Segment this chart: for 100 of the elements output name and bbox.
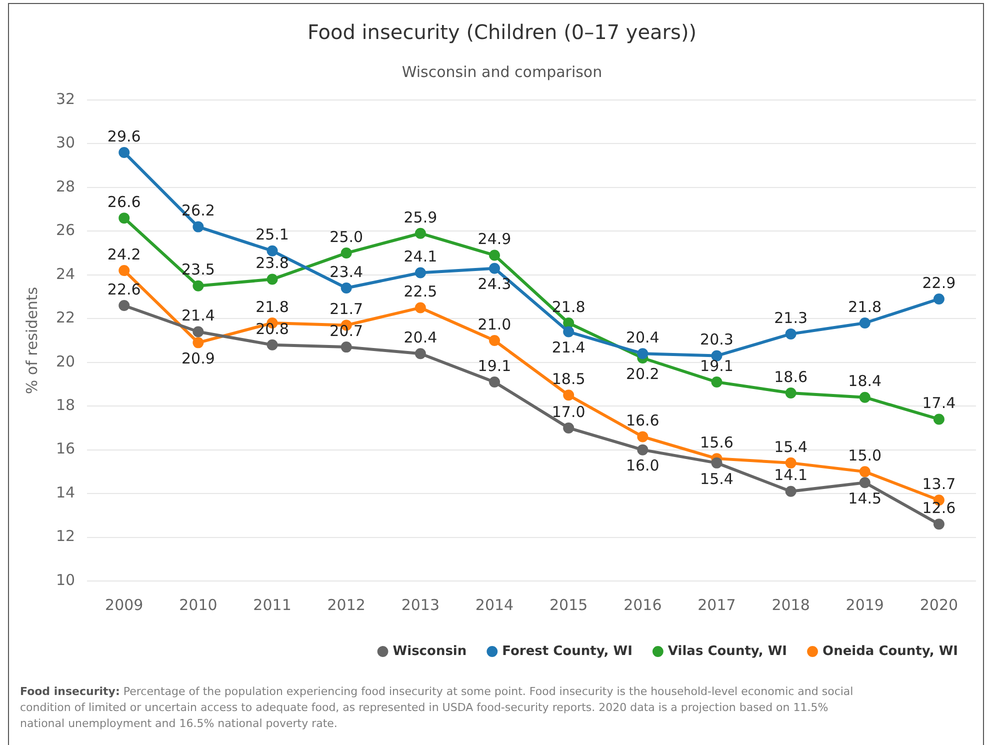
- point: [340, 248, 352, 259]
- data-label: 25.0: [330, 228, 364, 246]
- x-tick-label: 2010: [179, 596, 218, 614]
- y-tick-label: 20: [56, 352, 76, 370]
- data-label: 20.7: [330, 322, 364, 340]
- data-label: 21.3: [774, 308, 808, 327]
- point: [489, 262, 500, 274]
- y-tick-label: 26: [56, 221, 76, 240]
- data-label: 16.0: [626, 456, 660, 475]
- x-tick-label: 2015: [549, 596, 588, 614]
- point: [933, 293, 944, 304]
- data-label: 25.1: [256, 226, 289, 244]
- point: [414, 348, 426, 360]
- data-label: 21.7: [330, 300, 364, 318]
- data-label: 15.6: [700, 433, 734, 452]
- point: [785, 457, 796, 468]
- data-label: 19.1: [478, 356, 512, 375]
- legend-label: Forest County, WI: [502, 644, 632, 659]
- data-label: 21.0: [478, 315, 512, 334]
- data-label: 20.3: [700, 330, 734, 349]
- data-label: 21.4: [552, 338, 586, 357]
- data-label: 15.4: [774, 438, 808, 456]
- point: [118, 300, 130, 312]
- point: [118, 212, 130, 224]
- point: [711, 457, 722, 468]
- point: [933, 518, 944, 530]
- data-label: 21.8: [552, 298, 586, 316]
- x-tick-label: 2019: [846, 596, 884, 614]
- point: [118, 146, 130, 158]
- data-label: 15.0: [848, 446, 882, 465]
- data-label: 15.4: [700, 470, 734, 488]
- point: [489, 376, 500, 388]
- data-label: 24.9: [478, 230, 512, 248]
- x-tick-label: 2014: [475, 596, 514, 614]
- point: [414, 267, 426, 278]
- y-tick-label: 28: [56, 177, 76, 196]
- data-label: 22.9: [922, 274, 956, 292]
- y-tick-label: 14: [56, 483, 76, 502]
- point: [859, 466, 870, 478]
- y-tick-label: 18: [56, 396, 76, 414]
- point: [563, 390, 574, 401]
- legend-label: Oneida County, WI: [822, 644, 958, 659]
- data-label: 20.9: [182, 350, 215, 368]
- point: [637, 348, 648, 360]
- data-label: 24.2: [107, 245, 141, 264]
- point: [859, 392, 870, 403]
- data-label: 29.6: [107, 127, 141, 146]
- data-label: 17.0: [552, 402, 586, 421]
- data-label: 23.8: [256, 254, 289, 272]
- text: Food insecurity: Percentage of the population experiencing food insecurity at some point. Food insecurity is the household-level economic and social condition of limited or uncertain access to adequate food, as represented in USDA food-security reports. 2020 data is a projection based on 11.5% national unemployment and 16.5% national poverty rate.: [20, 684, 854, 732]
- point: [563, 422, 574, 434]
- y-tick-label: 24: [56, 264, 76, 283]
- point: [859, 318, 870, 329]
- x-tick-label: 2016: [624, 596, 662, 614]
- data-label: 22.5: [404, 282, 438, 301]
- chart-title: Food insecurity (Children (0–17 years)): [307, 20, 697, 44]
- x-tick-label: 2011: [253, 596, 292, 614]
- legend-label: Wisconsin: [392, 644, 467, 659]
- point: [489, 335, 500, 346]
- data-label: 14.1: [774, 466, 808, 484]
- point: [637, 444, 648, 456]
- point: [414, 228, 426, 239]
- x-tick-label: 2013: [401, 596, 440, 614]
- data-label: 18.6: [774, 368, 808, 386]
- point: [340, 342, 352, 353]
- x-tick-label: 2012: [327, 596, 366, 614]
- data-label: 12.6: [922, 499, 956, 518]
- point: [785, 486, 796, 497]
- point: [489, 250, 500, 261]
- data-label: 25.9: [404, 208, 438, 226]
- data-label: 14.5: [848, 490, 882, 508]
- x-tick-label: 2018: [772, 596, 810, 614]
- point: [192, 280, 204, 292]
- point: [785, 387, 796, 398]
- data-label: 16.6: [626, 412, 660, 430]
- point: [785, 328, 796, 340]
- point: [340, 282, 352, 294]
- point: [414, 302, 426, 314]
- data-label: 18.5: [552, 370, 586, 388]
- data-label: 20.2: [626, 364, 660, 383]
- y-tick-label: 32: [56, 90, 76, 108]
- chart-subtitle: Wisconsin and comparison: [402, 62, 602, 81]
- data-label: 21.4: [182, 306, 215, 325]
- point: [563, 318, 574, 329]
- data-label: 17.4: [922, 394, 956, 412]
- data-label: 21.8: [848, 298, 882, 316]
- data-label: 24.1: [404, 248, 438, 266]
- y-tick-label: 10: [56, 570, 76, 589]
- data-label: 18.4: [848, 372, 882, 390]
- point: [266, 274, 278, 285]
- data-label: 23.4: [330, 262, 364, 281]
- point: [711, 376, 722, 388]
- point: [192, 221, 204, 232]
- point: [563, 326, 574, 338]
- point: [192, 337, 204, 348]
- point: [266, 245, 278, 256]
- point: [192, 326, 204, 338]
- data-label: 21.8: [256, 298, 289, 316]
- data-label: 24.3: [478, 275, 512, 294]
- data-label: 13.7: [922, 474, 956, 493]
